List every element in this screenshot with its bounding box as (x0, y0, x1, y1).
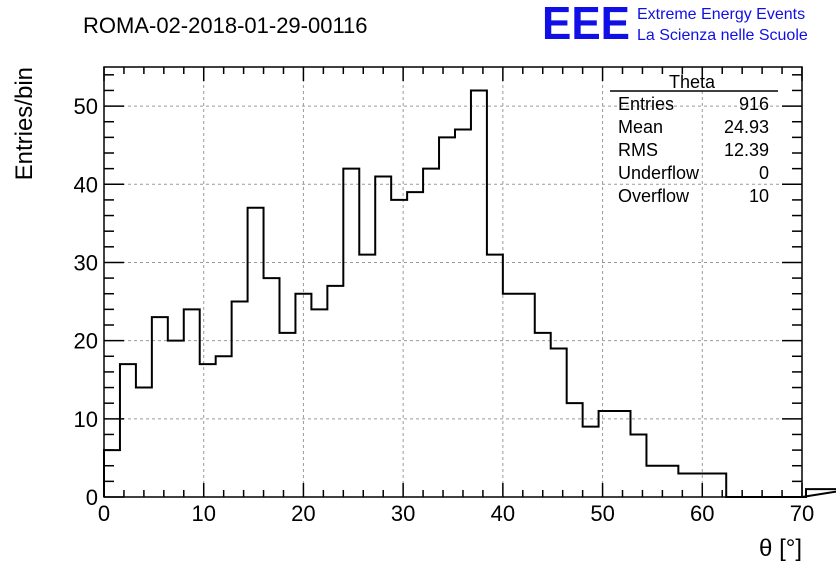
stats-value: 12.39 (724, 140, 769, 160)
histogram-bar (519, 294, 535, 497)
histogram-bar (487, 255, 503, 497)
histogram-bar (311, 309, 327, 497)
histogram-bar (295, 294, 311, 497)
y-axis-label: Entries/bin (11, 67, 38, 180)
y-tick-label: 50 (74, 94, 98, 119)
stats-label: Entries (618, 94, 674, 114)
axis-ticks (103, 67, 803, 498)
stats-label: Mean (618, 117, 663, 137)
x-tick-label: 20 (291, 501, 315, 526)
logo-line-1: Extreme Energy Events (637, 6, 805, 23)
histogram-bar (120, 364, 136, 497)
stats-label: Underflow (618, 163, 700, 183)
logo-line-2: La Scienza nelle Scuole (637, 27, 808, 44)
x-tick-label: 30 (391, 501, 415, 526)
x-tick-label: 50 (590, 501, 614, 526)
x-tick-label: 70 (790, 501, 814, 526)
histogram-bar (375, 176, 391, 497)
y-tick-label: 30 (74, 250, 98, 275)
histogram-bar (455, 130, 471, 497)
histogram-bar (567, 403, 583, 497)
stats-value: 0 (759, 163, 769, 183)
logo-mark: EEE (542, 0, 630, 49)
stats-title: Theta (669, 72, 716, 92)
histogram-bar (391, 200, 407, 497)
histogram-bar (136, 388, 152, 497)
histogram-bar (615, 411, 631, 497)
histogram-bar (232, 302, 248, 497)
stats-box: Theta Entries 916 Mean 24.93 RMS 12.39 Underfl… (610, 72, 778, 206)
stats-value: 24.93 (724, 117, 769, 137)
y-tick-label: 10 (74, 407, 98, 432)
histogram-bar (710, 474, 726, 497)
histogram-bar (630, 434, 646, 497)
histogram-bar (551, 348, 567, 497)
x-tick-label: 10 (191, 501, 215, 526)
stats-value: 10 (749, 186, 769, 206)
histogram-bar (503, 294, 519, 497)
histogram-bar (439, 137, 455, 497)
histogram-bar (471, 90, 487, 497)
histogram-bar (200, 364, 216, 497)
histogram-bar (279, 333, 295, 497)
stats-value: 916 (739, 94, 769, 114)
y-tick-labels: 0 10 20 30 40 50 (74, 94, 98, 510)
x-tick-labels: 0 10 20 30 40 50 60 70 (98, 501, 814, 526)
stats-label: RMS (618, 140, 658, 160)
histogram-bar (327, 286, 343, 497)
chart-title: ROMA-02-2018-01-29-00116 (83, 13, 368, 38)
x-tick-label: 40 (491, 501, 515, 526)
histogram-bar (343, 169, 359, 497)
x-tick-label: 0 (98, 501, 110, 526)
histogram-bar (662, 466, 678, 497)
histogram-bar (599, 411, 615, 497)
histogram-bar (152, 317, 168, 497)
histogram-bar (678, 474, 694, 497)
histogram-bar (104, 450, 120, 497)
histogram-bar (184, 309, 200, 497)
histogram-bar (583, 427, 599, 497)
y-tick-label: 40 (74, 172, 98, 197)
grid-lines (104, 67, 802, 497)
eee-logo: EEE Extreme Energy Events La Scienza nel… (542, 0, 808, 49)
stats-label: Overflow (618, 186, 690, 206)
histogram-bar (216, 356, 232, 497)
histogram-bar (535, 333, 551, 497)
stats-rows: Entries 916 Mean 24.93 RMS 12.39 Underflow 0 Ove… (618, 94, 769, 206)
histogram-bar (248, 208, 264, 497)
x-tick-label: 60 (690, 501, 714, 526)
histogram-bar (407, 192, 423, 497)
y-tick-label: 20 (74, 329, 98, 354)
histogram-bar (423, 169, 439, 497)
plot-frame (103, 66, 803, 498)
histogram-bar (359, 255, 375, 497)
histogram-bar (646, 466, 662, 497)
x-axis-label: θ [°] (759, 535, 802, 562)
y-tick-label: 0 (86, 485, 98, 510)
histogram-bar (264, 278, 280, 497)
